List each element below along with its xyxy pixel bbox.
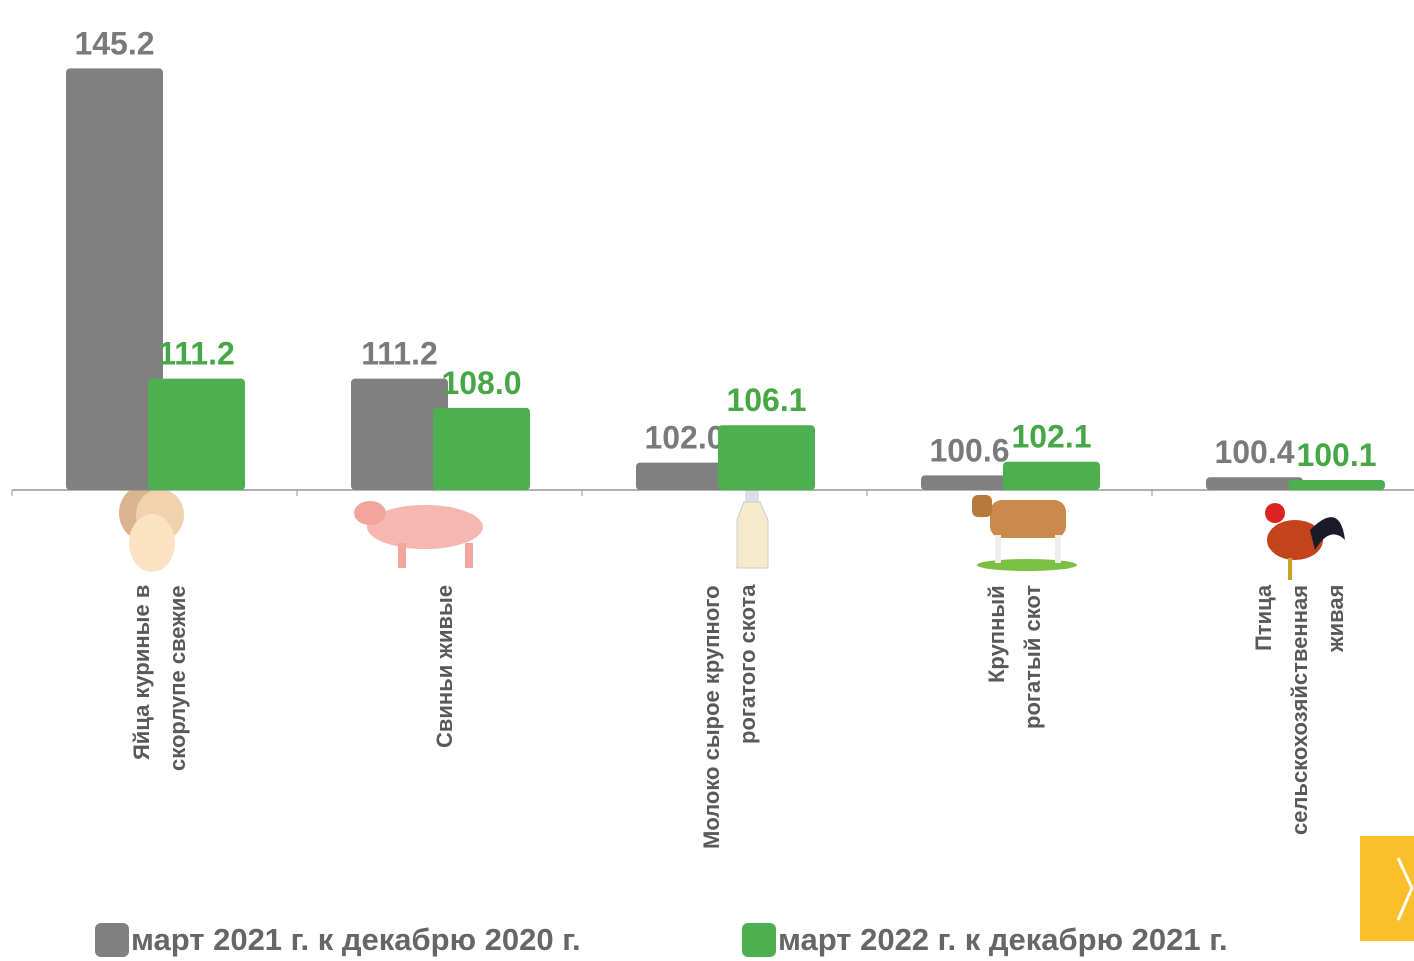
pig-icon (398, 543, 406, 568)
cow-icon (972, 495, 992, 517)
x-tick-label: Молоко сырое крупного рогатого скота (694, 585, 766, 915)
legend-label: март 2021 г. к декабрю 2020 г. (131, 922, 581, 958)
legend-swatch (742, 923, 776, 957)
chevron-icon (1360, 836, 1414, 941)
value-label: 106.1 (726, 382, 806, 418)
legend-swatch (95, 923, 129, 957)
rooster-icon (1265, 503, 1285, 523)
rooster-icon (1310, 517, 1345, 550)
x-tick-label: Крупный рогатый скот (979, 585, 1051, 915)
bar (1003, 462, 1100, 490)
bar (1288, 480, 1385, 490)
cow-icon (995, 535, 1001, 563)
value-label: 111.2 (361, 336, 438, 372)
value-label: 102.1 (1011, 419, 1091, 455)
page: 145.2111.2111.2108.0102.0106.1100.6102.1… (0, 0, 1414, 961)
icons (119, 485, 1345, 580)
cow-icon (1055, 535, 1061, 563)
value-label: 100.6 (929, 432, 1009, 468)
bar (433, 408, 530, 490)
bar (148, 379, 245, 490)
value-label: 145.2 (74, 25, 154, 61)
cow-icon (977, 559, 1077, 571)
milk-icon (737, 502, 768, 568)
legend-item: март 2021 г. к декабрю 2020 г. (95, 922, 581, 958)
value-label: 108.0 (441, 365, 521, 401)
egg-icon (129, 514, 175, 572)
legend-item: март 2022 г. к декабрю 2021 г. (742, 922, 1228, 958)
bar (718, 425, 815, 490)
next-button[interactable] (1360, 836, 1414, 941)
value-label: 111.2 (158, 336, 235, 372)
value-label: 100.4 (1214, 434, 1294, 470)
cow-icon (990, 500, 1066, 538)
legend-label: март 2022 г. к декабрю 2021 г. (778, 922, 1228, 958)
x-tick-label: Яйца куриные в скорлупе свежие (124, 585, 196, 915)
rooster-icon (1288, 558, 1292, 580)
pig-icon (354, 501, 386, 525)
x-tick-label: Птица сельскохозяйственная живая (1246, 585, 1354, 915)
value-label: 100.1 (1296, 437, 1376, 473)
x-tick-label: Свиньи живые (427, 585, 463, 915)
pig-icon (465, 543, 473, 568)
value-label: 102.0 (644, 420, 724, 456)
